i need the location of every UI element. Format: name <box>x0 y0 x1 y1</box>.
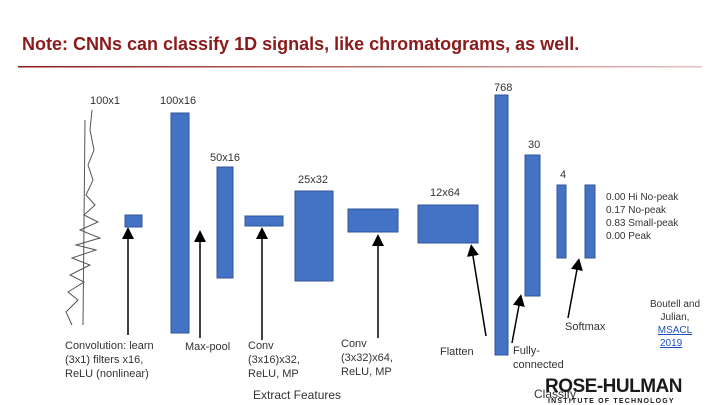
layer-label: 50x16 <box>210 152 240 164</box>
layer-box <box>417 204 479 244</box>
layer-box <box>294 190 334 282</box>
arrow <box>567 258 583 319</box>
layer-box <box>170 112 190 334</box>
caption: ReLU, MP <box>248 368 299 380</box>
signal-axis <box>82 119 86 326</box>
layer-box <box>584 184 596 259</box>
output-label: 0.17 No-peak <box>606 205 667 216</box>
group-label: Classify <box>534 387 576 401</box>
layer-box <box>216 166 234 279</box>
output-label: 0.00 Hi No-peak <box>606 192 679 203</box>
caption: Convolution: learn <box>65 340 154 352</box>
layer-label: 4 <box>560 169 566 181</box>
arrow <box>467 244 487 337</box>
citation-link[interactable]: 2019 <box>660 338 683 349</box>
layer-label: 768 <box>494 82 512 94</box>
layer-box <box>494 94 509 356</box>
caption: ReLU, MP <box>341 366 392 378</box>
layer-box <box>124 214 143 228</box>
layer-box <box>556 184 567 259</box>
caption: Max-pool <box>185 341 230 353</box>
logo-name: ROSE-HULMAN <box>545 376 682 397</box>
citation: Boutell and Julian, MSACL 2019 <box>650 299 700 349</box>
caption: (3x32)x64, <box>341 352 393 364</box>
layer-label: 100x16 <box>160 95 196 107</box>
caption: Softmax <box>565 321 606 333</box>
caption: (3x1) filters x16, <box>65 354 143 366</box>
caption: (3x16)x32, <box>248 354 300 366</box>
title-rule <box>18 66 702 68</box>
layer-label: 100x1 <box>90 95 120 107</box>
caption: connected <box>513 359 564 371</box>
layer-label: 12x64 <box>430 187 460 199</box>
signal <box>65 109 102 326</box>
citation-link[interactable]: MSACL <box>658 325 693 336</box>
caption: Conv <box>248 340 274 352</box>
layer-box <box>244 215 284 227</box>
logo-subtitle: INSTITUTE OF TECHNOLOGY <box>548 398 675 405</box>
slide-title: Note: CNNs can classify 1D signals, like… <box>22 34 579 54</box>
output-label: 0.83 Small-peak <box>606 218 679 229</box>
arrow <box>511 294 525 344</box>
layer-box <box>347 208 399 233</box>
citation-line: Boutell and <box>650 299 700 310</box>
layer-label: 25x32 <box>298 174 328 186</box>
caption: Conv <box>341 338 367 350</box>
output-label: 0.00 Peak <box>606 231 652 242</box>
caption: ReLU (nonlinear) <box>65 368 149 380</box>
layer-label: 30 <box>528 139 540 151</box>
caption: Fully- <box>513 345 540 357</box>
caption: Flatten <box>440 346 474 358</box>
layer-box <box>524 154 541 297</box>
citation-line: Julian, <box>661 312 690 323</box>
group-label: Extract Features <box>253 388 341 402</box>
